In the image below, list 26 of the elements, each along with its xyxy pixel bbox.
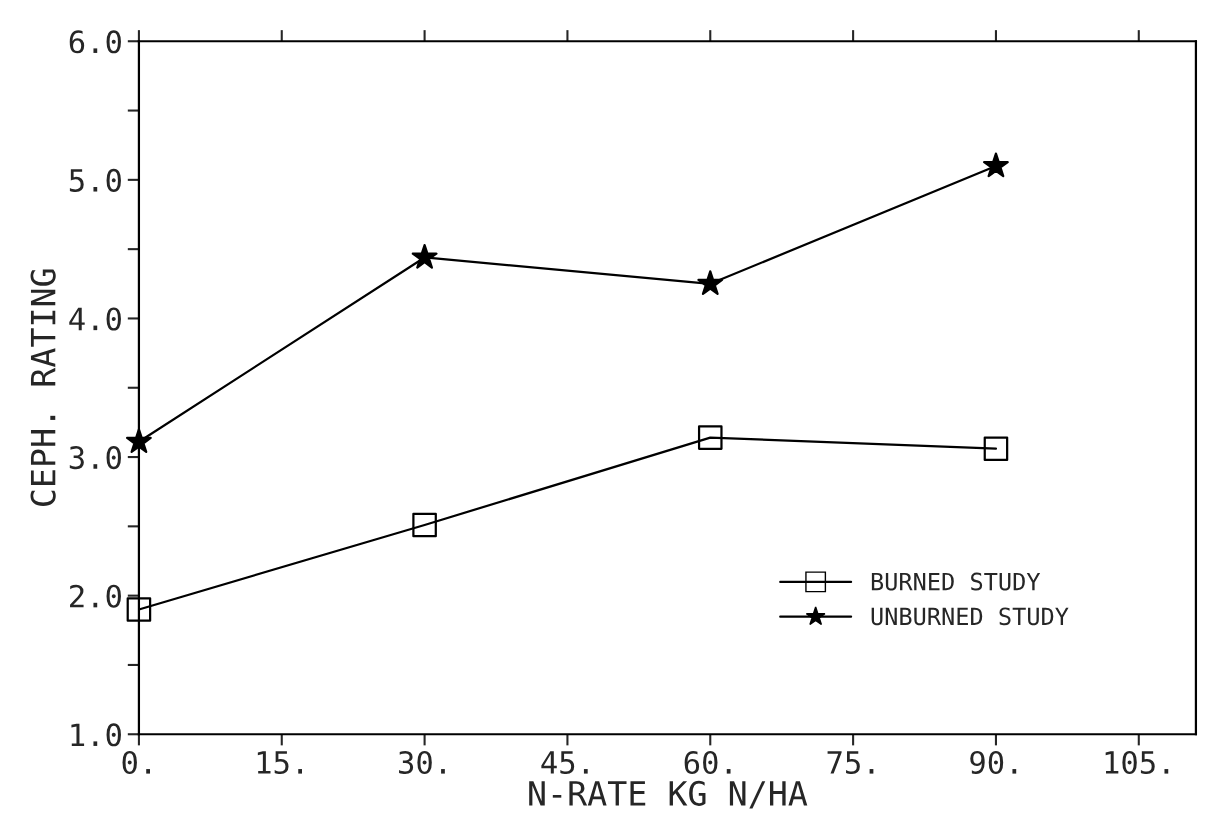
y-tick-label: 4.0 [69,307,121,331]
legend-label: BURNED STUDY [871,572,1041,591]
point [126,597,152,622]
y-tick-label: 3.0 [69,446,121,470]
x-tick-label: 75. [827,751,874,775]
y-tick-label: 2.0 [70,584,121,608]
y-tick-label: 5.0 [69,168,121,192]
point [412,512,437,538]
x-tick-label: 60. [684,750,731,775]
y-axis-title: CEPH. RATING [30,269,56,506]
legend-label: UNBURNED STUDY [871,607,1069,626]
x-tick-label: 45. [541,751,588,775]
point [983,436,1009,462]
point [125,428,152,453]
x-tick-label: 15. [257,751,303,775]
point [411,243,438,269]
point [697,270,724,295]
x-tick-label: 90. [970,750,1017,775]
point [697,425,723,450]
x-tick-label: 0. [122,750,150,775]
y-tick-label: 1.0 [71,723,121,747]
y-tick-label: 6.0 [69,30,121,54]
x-tick-label: 30. [399,750,445,775]
x-tick-label: 105. [1105,750,1169,775]
x-axis-title: N-RATE KG N/HA [529,780,808,809]
point [983,152,1009,178]
